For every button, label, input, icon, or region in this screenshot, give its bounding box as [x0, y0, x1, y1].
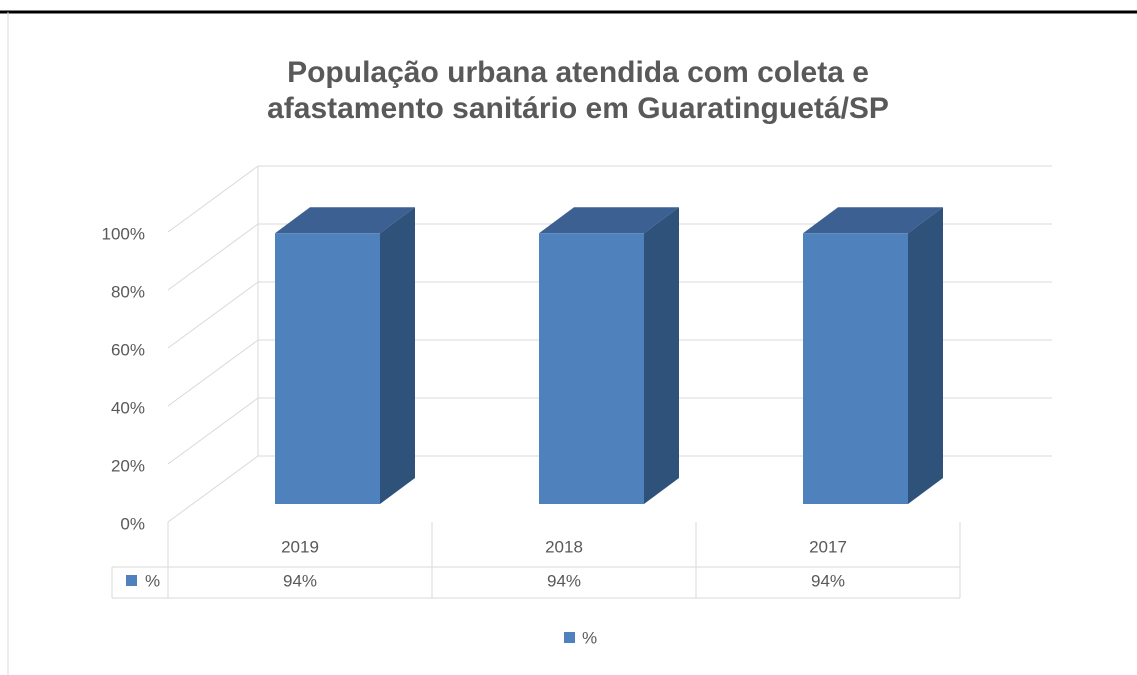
- bar-top: [539, 207, 679, 234]
- grid-side: [167, 223, 259, 291]
- data-label: 94%: [283, 571, 317, 590]
- grid-side: [167, 455, 259, 523]
- grid-side: [167, 339, 259, 407]
- bar-side: [380, 207, 415, 504]
- data-label: 94%: [811, 571, 845, 590]
- y-tick-label: 20%: [111, 456, 145, 475]
- table-series-name: %: [145, 571, 160, 590]
- x-tick-label: 2017: [809, 537, 847, 556]
- y-tick-label: 0%: [120, 514, 145, 533]
- y-tick-label: 100%: [102, 224, 145, 243]
- grid-side: [167, 397, 259, 465]
- y-tick-label: 40%: [111, 398, 145, 417]
- legend-label: %: [582, 628, 597, 647]
- x-tick-label: 2019: [281, 537, 319, 556]
- bar-side: [644, 207, 679, 504]
- y-tick-label: 80%: [111, 282, 145, 301]
- bar: [539, 233, 644, 504]
- table-legend-key: [126, 575, 137, 586]
- chart-title: População urbana atendida com coleta e af…: [267, 56, 889, 125]
- legend-key: [564, 632, 575, 643]
- bar-top: [275, 207, 415, 234]
- data-label: 94%: [547, 571, 581, 590]
- bar-top: [803, 207, 943, 234]
- bar: [803, 233, 908, 504]
- bar: [275, 233, 380, 504]
- grid-side: [167, 165, 259, 233]
- bar-side: [908, 207, 943, 504]
- y-tick-label: 60%: [111, 340, 145, 359]
- x-tick-label: 2018: [545, 537, 583, 556]
- grid-side: [167, 281, 259, 349]
